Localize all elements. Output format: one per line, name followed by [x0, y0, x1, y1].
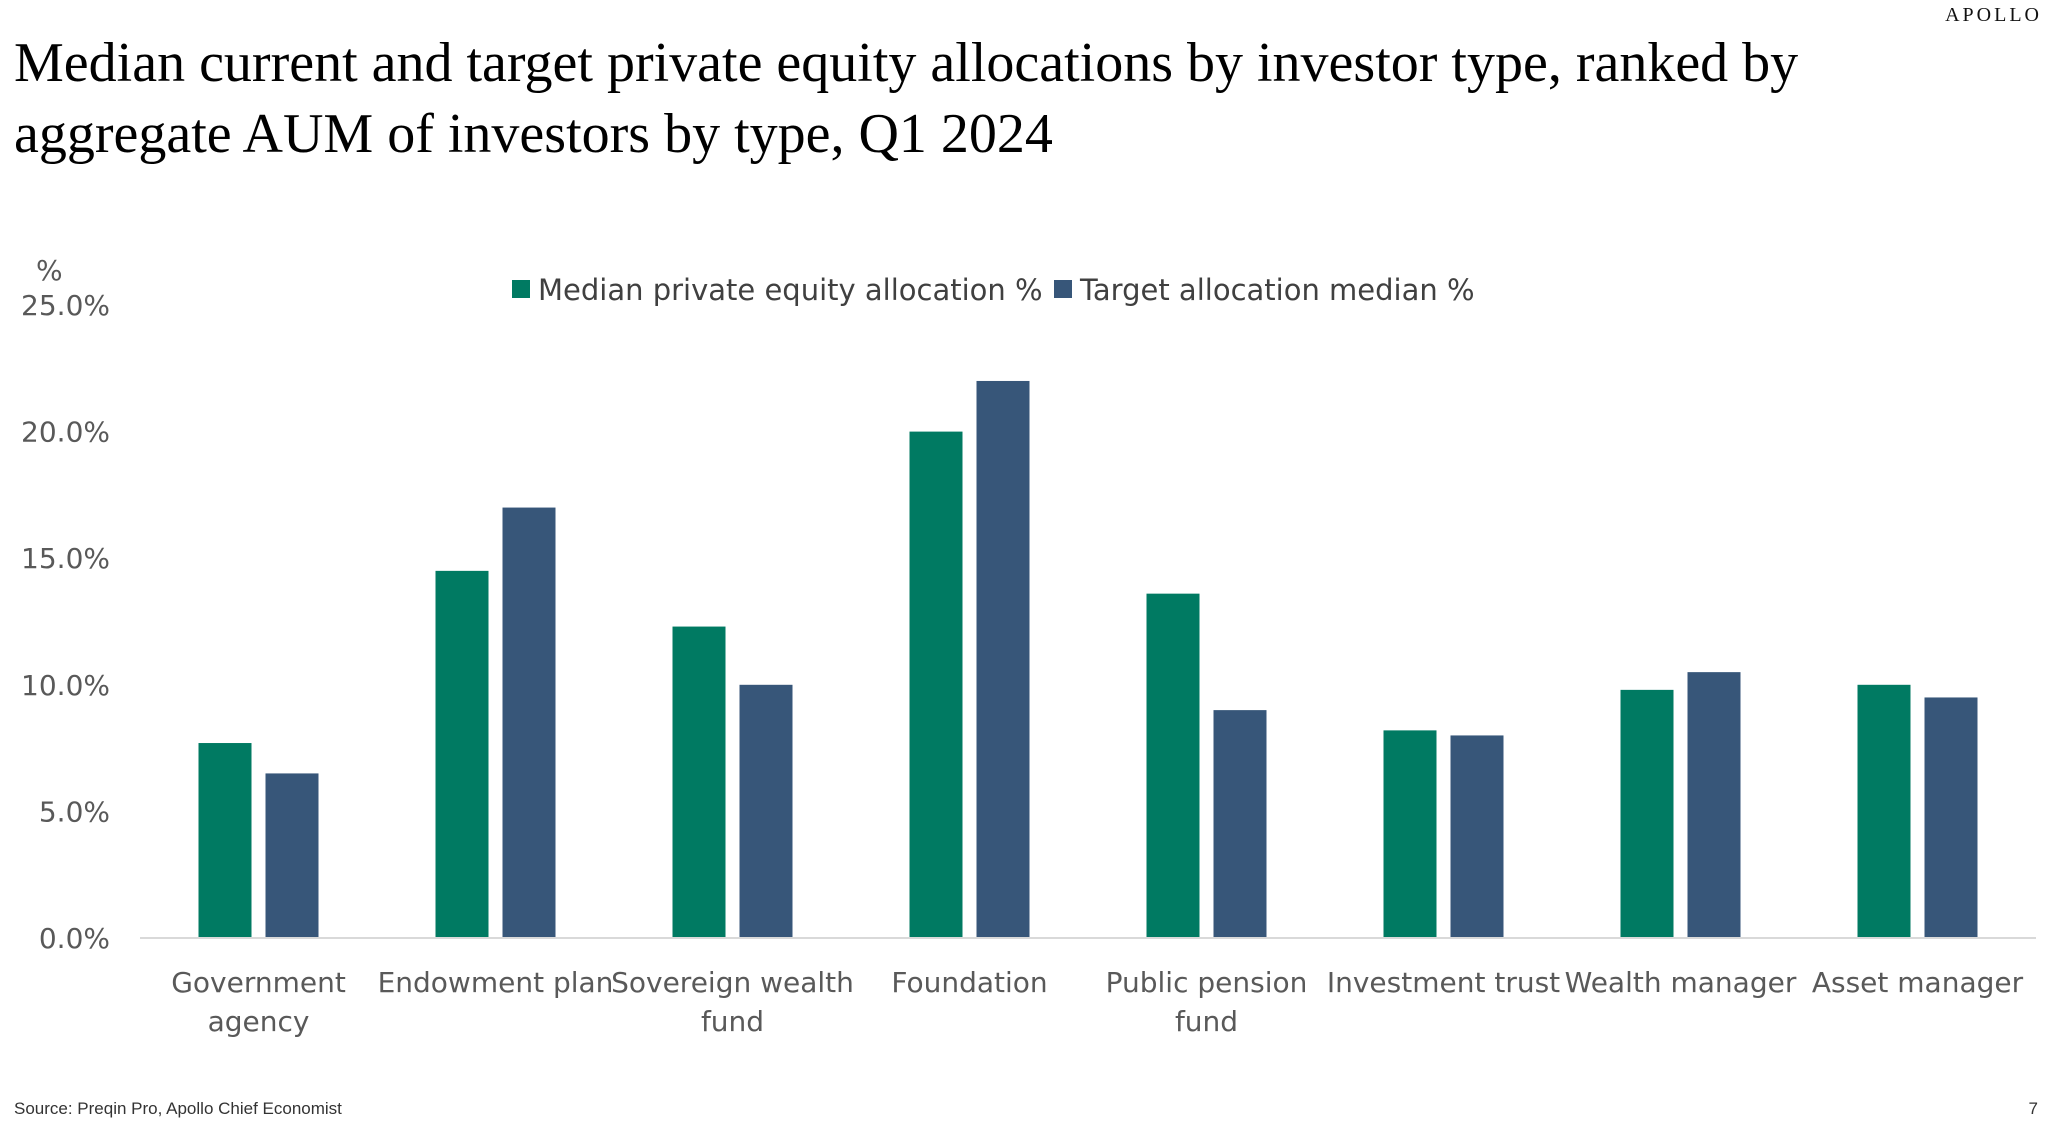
y-tick-label: 5.0% [39, 795, 110, 828]
x-axis-labels: Government agency Endowment planSovereign … [171, 966, 2023, 1038]
chart-title: Median current and target private equity… [14, 32, 1799, 165]
x-tick-label: Public pension [1106, 966, 1308, 999]
bar-target [1687, 672, 1741, 938]
x-tick-label: fund [1175, 1005, 1238, 1038]
bar-median [909, 431, 963, 938]
x-tick-label: Asset manager [1812, 966, 2024, 999]
y-tick-label: 20.0% [21, 416, 110, 449]
x-tick-label: Investment trust [1327, 966, 1560, 999]
legend-swatch [1054, 280, 1072, 298]
bar-median [1383, 730, 1437, 938]
chart-bars [198, 380, 1978, 939]
bar-median [198, 743, 252, 938]
apollo-logo: APOLLO [1945, 4, 2042, 26]
y-axis-ticks: 0.0% 5.0% 10.0% 15.0% 20.0% 25.0% [21, 289, 110, 955]
y-axis-label: % [36, 254, 63, 287]
chart-legend: Median private equity allocation % Target… [512, 273, 1475, 307]
y-tick-label: 10.0% [21, 669, 110, 702]
bar-median [1620, 689, 1674, 938]
x-tick-label: Sovereign wealth [611, 966, 854, 999]
y-tick-label: 0.0% [39, 922, 110, 955]
bar-target [976, 380, 1030, 939]
bar-target [265, 773, 319, 938]
y-tick-label: 15.0% [21, 542, 110, 575]
bar-target [739, 684, 793, 938]
page-number: 7 [2028, 1099, 2038, 1118]
x-tick-label: Foundation [891, 966, 1047, 999]
bar-target [1924, 697, 1978, 938]
bar-median [1857, 684, 1911, 938]
x-tick-label: Endowment plan [378, 966, 614, 999]
bar-target [1450, 735, 1504, 938]
bar-target [1213, 710, 1267, 938]
bar-target [502, 507, 556, 938]
legend-label: Median private equity allocation % [538, 273, 1043, 307]
source-note: Source: Preqin Pro, Apollo Chief Economi… [14, 1099, 342, 1118]
bar-median [435, 570, 489, 938]
bar-median [672, 626, 726, 938]
x-tick-label: agency [208, 1005, 310, 1038]
x-tick-label: fund [701, 1005, 764, 1038]
y-tick-label: 25.0% [21, 289, 110, 322]
x-tick-label: Government [171, 966, 346, 999]
legend-swatch [512, 280, 530, 298]
x-tick-label: Wealth manager [1565, 966, 1797, 999]
legend-label: Target allocation median % [1079, 273, 1475, 307]
bar-median [1146, 593, 1200, 938]
